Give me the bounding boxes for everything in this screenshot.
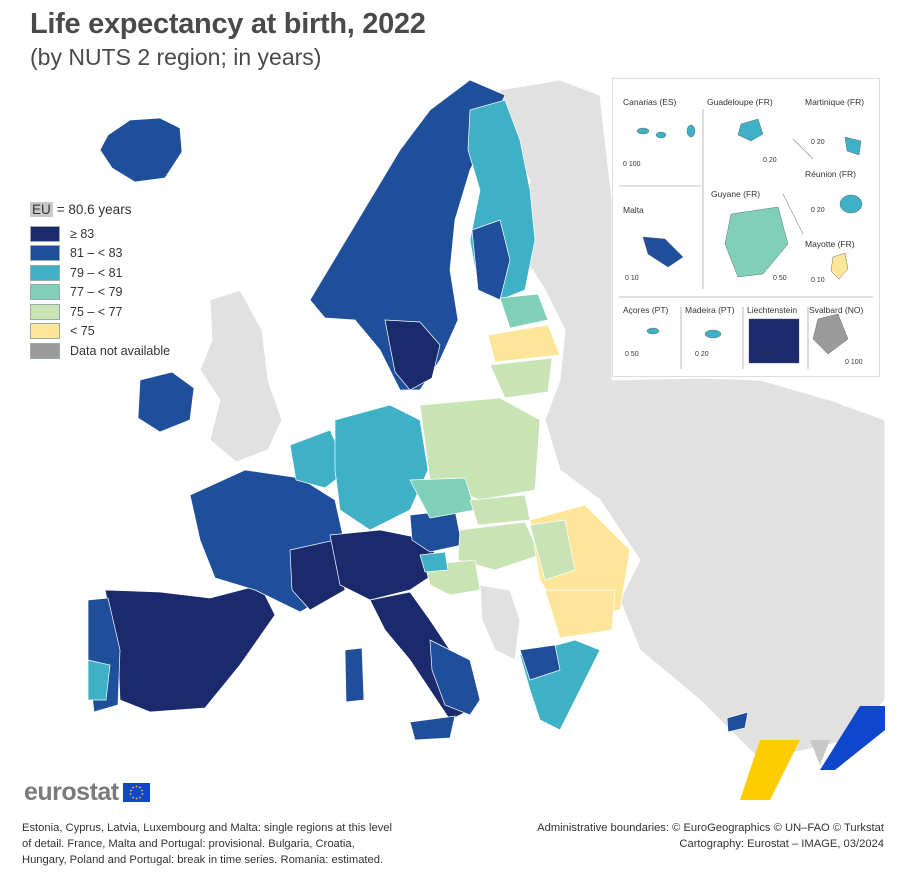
- page-subtitle: (by NUTS 2 region; in years): [30, 44, 322, 70]
- legend-item: 75 – < 77: [30, 302, 170, 322]
- corner-decoration: [740, 706, 885, 800]
- eurostat-wordmark: eurostat: [24, 778, 119, 806]
- eu-average: EU = 80.6 years: [30, 202, 170, 217]
- inset-name: Guyane (FR): [711, 189, 761, 199]
- slovakia-region: [469, 494, 531, 526]
- inset-scale-bar: 0 20: [811, 139, 825, 146]
- legend-label: ≥ 83: [70, 226, 95, 241]
- inset-name: Guadeloupe (FR): [707, 97, 773, 107]
- eu-flag-icon: [122, 783, 150, 802]
- inset-scale-bar: 0 20: [695, 351, 709, 358]
- inset-name: Svalbard (NO): [809, 305, 864, 315]
- legend-item: ≥ 83: [30, 224, 170, 244]
- legend-swatch: [30, 342, 60, 359]
- inset-scale-bar: 0 100: [845, 359, 863, 366]
- source-line: Cartography: Eurostat – IMAGE, 03/2024: [679, 838, 884, 850]
- legend-label: 81 – < 83: [70, 246, 123, 261]
- inset-panel: Canarias (ES) 0 100 Guadeloupe (FR) 0 20 Mar…: [612, 78, 880, 377]
- lithuania-region: [489, 357, 553, 399]
- inset-scale-bar: 0 20: [811, 207, 825, 214]
- legend-item: 77 – < 79: [30, 283, 170, 303]
- scandinavia-region: [309, 79, 506, 391]
- inset-scale-bar: 0 50: [773, 275, 787, 282]
- latvia-region: [487, 324, 561, 363]
- legend-label: 77 – < 79: [70, 285, 123, 300]
- source-line: Administrative boundaries: © EuroGeograp…: [537, 822, 884, 834]
- footnote-line: Estonia, Cyprus, Latvia, Luxembourg and …: [22, 822, 393, 834]
- page-title: Life expectancy at birth, 2022: [30, 8, 426, 40]
- inset-scale-bar: 0 100: [623, 161, 641, 168]
- legend-label: Data not available: [70, 343, 171, 358]
- legend-item: < 75: [30, 322, 170, 342]
- legend-item: 79 – < 81: [30, 263, 170, 283]
- alpine-region: [329, 529, 441, 601]
- legend-label: < 75: [70, 324, 95, 339]
- legend-swatch: [30, 225, 60, 242]
- inset-scale-bar: 0 10: [811, 277, 825, 284]
- germany-region: [334, 404, 429, 531]
- sardinia-region: [344, 647, 365, 703]
- inset-scale-bar: 0 10: [759, 351, 773, 358]
- inset-name: Açores (PT): [623, 305, 669, 315]
- inset-name: Mayotte (FR): [805, 239, 855, 249]
- inset-name: Martinique (FR): [805, 97, 865, 107]
- inset-name: Madeira (PT): [685, 305, 735, 315]
- footnote: Estonia, Cyprus, Latvia, Luxembourg and …: [22, 820, 442, 868]
- romania-center-region: [529, 519, 576, 581]
- footnote-line: Hungary, Poland and Portugal: break in t…: [22, 854, 384, 866]
- slovenia-region: [419, 551, 449, 573]
- sweden-south-region: [384, 319, 441, 391]
- iceland-region: [99, 117, 183, 183]
- legend-swatch: [30, 303, 60, 320]
- source-credits: Administrative boundaries: © EuroGeograp…: [537, 820, 884, 852]
- spain-region: [104, 584, 276, 713]
- hungary-region: [457, 521, 541, 571]
- bulgaria-region: [544, 589, 616, 639]
- eurostat-logo: eurostat: [24, 778, 150, 807]
- greece-north-region: [519, 644, 561, 681]
- legend-label: 79 – < 81: [70, 265, 123, 280]
- finland-west-region: [471, 219, 511, 301]
- france-south-region: [289, 539, 346, 611]
- ireland-region: [137, 371, 195, 433]
- sicily-region: [409, 715, 456, 741]
- non-covered-land: [199, 79, 886, 761]
- cyprus-region: [726, 711, 749, 733]
- czechia-region: [409, 477, 476, 519]
- legend-swatch: [30, 245, 60, 262]
- legend-swatch: [30, 323, 60, 340]
- eu-average-value: = 80.6 years: [56, 202, 132, 217]
- eu-average-label: EU: [30, 202, 53, 217]
- inset-name: Canarias (ES): [623, 97, 677, 107]
- map-legend: EU = 80.6 years ≥ 83 81 – < 83 79 – < 81 77…: [30, 202, 170, 361]
- legend-item: 81 – < 83: [30, 244, 170, 264]
- inset-name: Réunion (FR): [805, 169, 857, 179]
- inset-scale-bar: 0 20: [763, 157, 777, 164]
- inset-maps: [619, 109, 873, 369]
- estonia-region: [499, 293, 549, 329]
- inset-scale-bar: 0 10: [625, 275, 639, 282]
- inset-scale-bar: 0 50: [625, 351, 639, 358]
- footnote-line: of detail. France, Malta and Portugal: p…: [22, 838, 355, 850]
- inset-name: Liechtenstein: [747, 305, 798, 315]
- legend-label: 75 – < 77: [70, 304, 123, 319]
- italy-south-region: [429, 639, 481, 716]
- portugal-south-region: [87, 659, 111, 701]
- legend-swatch: [30, 264, 60, 281]
- legend-swatch: [30, 284, 60, 301]
- inset-name: Malta: [623, 205, 644, 215]
- legend-item: Data not available: [30, 341, 170, 361]
